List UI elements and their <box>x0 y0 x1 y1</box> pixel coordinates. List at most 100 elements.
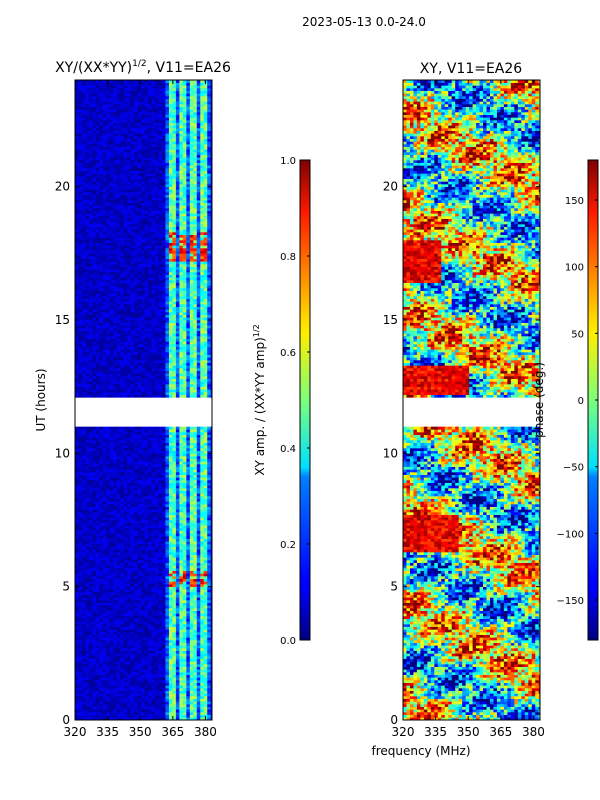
heatmap-cell <box>137 490 142 494</box>
heatmap-cell <box>78 477 83 481</box>
heatmap-cell <box>116 645 121 649</box>
heatmap-cell <box>102 666 107 670</box>
heatmap-cell <box>165 474 170 478</box>
heatmap-cell <box>75 394 79 398</box>
heatmap-cell <box>207 501 212 505</box>
heatmap-cell <box>210 488 212 491</box>
heatmap-cell <box>88 594 93 598</box>
heatmap-cell <box>158 538 163 542</box>
heatmap-cell <box>165 712 170 715</box>
heatmap-cell <box>158 386 163 390</box>
heatmap-cell <box>99 568 104 571</box>
heatmap-cell <box>182 650 187 654</box>
heatmap-cell <box>186 602 191 606</box>
heatmap-cell <box>161 504 166 507</box>
heatmap-cell <box>168 669 173 673</box>
heatmap-cell <box>81 634 86 638</box>
heatmap-cell <box>113 520 118 523</box>
heatmap-cell <box>113 594 118 598</box>
heatmap-cell <box>109 696 114 699</box>
heatmap-cell <box>134 477 139 481</box>
heatmap-cell <box>141 584 145 587</box>
heatmap-cell <box>113 386 118 390</box>
heatmap-cell <box>168 712 173 715</box>
heatmap-cell <box>130 656 135 659</box>
heatmap-cell <box>75 538 79 542</box>
heatmap-cell <box>168 493 173 497</box>
heatmap-cell <box>78 560 83 563</box>
heatmap-cell <box>203 637 208 641</box>
heatmap-cell <box>120 624 125 627</box>
heatmap-cell <box>130 653 135 657</box>
heatmap-cell <box>186 640 191 643</box>
heatmap-cell <box>92 621 97 625</box>
heatmap-cell <box>75 682 79 686</box>
heatmap-cell <box>113 461 118 465</box>
heatmap-cell <box>210 541 212 545</box>
heatmap-cell <box>92 469 97 473</box>
heatmap-cell <box>81 386 86 390</box>
heatmap-cell <box>85 626 90 630</box>
heatmap-cell <box>137 610 142 614</box>
heatmap-cell <box>130 594 135 598</box>
heatmap-cell <box>95 576 100 579</box>
heatmap-cell <box>161 458 166 462</box>
heatmap-cell <box>109 458 114 462</box>
heatmap-cell <box>172 602 177 606</box>
heatmap-cell <box>109 482 114 486</box>
heatmap-cell <box>78 602 83 606</box>
heatmap-cell <box>99 480 104 483</box>
heatmap-cell <box>144 453 149 457</box>
heatmap-cell <box>123 568 128 571</box>
heatmap-cell <box>78 506 83 510</box>
heatmap-cell <box>85 642 90 646</box>
heatmap-cell <box>196 381 201 385</box>
heatmap-cell <box>78 682 83 686</box>
heatmap-cell <box>179 546 184 550</box>
heatmap-cell <box>120 480 125 483</box>
heatmap-cell <box>134 488 139 491</box>
heatmap-cell <box>95 648 100 651</box>
heatmap-cell <box>75 509 79 513</box>
heatmap-cell <box>165 544 170 547</box>
heatmap-cell <box>179 432 184 435</box>
heatmap-cell <box>151 576 156 579</box>
heatmap-cell <box>78 677 83 681</box>
heatmap-cell <box>161 554 166 558</box>
heatmap-cell <box>134 557 139 561</box>
heatmap-cell <box>120 381 125 385</box>
heatmap-cell <box>158 661 163 665</box>
heatmap-cell <box>193 469 198 473</box>
heatmap-cell <box>75 605 79 609</box>
heatmap-cell <box>165 629 170 633</box>
heatmap-cell <box>137 690 142 694</box>
heatmap-cell <box>203 618 208 622</box>
heatmap-cell <box>179 621 184 625</box>
heatmap-cell <box>189 453 194 457</box>
heatmap-cell <box>75 573 79 577</box>
heatmap-cell <box>123 482 128 486</box>
heatmap-cell <box>148 386 152 390</box>
heatmap-cell <box>182 565 187 569</box>
heatmap-cell <box>151 437 156 441</box>
heatmap-cell <box>134 450 139 454</box>
heatmap-cell <box>130 685 135 689</box>
heatmap-cell <box>85 664 90 667</box>
heatmap-cell <box>210 704 212 707</box>
heatmap-cell <box>130 536 135 539</box>
heatmap-cell <box>207 618 212 622</box>
heatmap-cell <box>207 461 212 465</box>
heatmap-cell <box>81 562 86 566</box>
heatmap-cell <box>120 509 125 513</box>
heatmap-cell <box>95 629 100 633</box>
heatmap-cell <box>155 664 159 667</box>
heatmap-cell <box>182 698 187 702</box>
heatmap-cell <box>200 570 205 574</box>
heatmap-cell <box>92 498 97 502</box>
heatmap-cell <box>99 466 104 470</box>
heatmap-cell <box>92 496 97 499</box>
heatmap-cell <box>123 669 128 673</box>
heatmap-cell <box>123 685 128 689</box>
heatmap-cell <box>144 357 149 361</box>
heatmap-cell <box>85 538 90 542</box>
